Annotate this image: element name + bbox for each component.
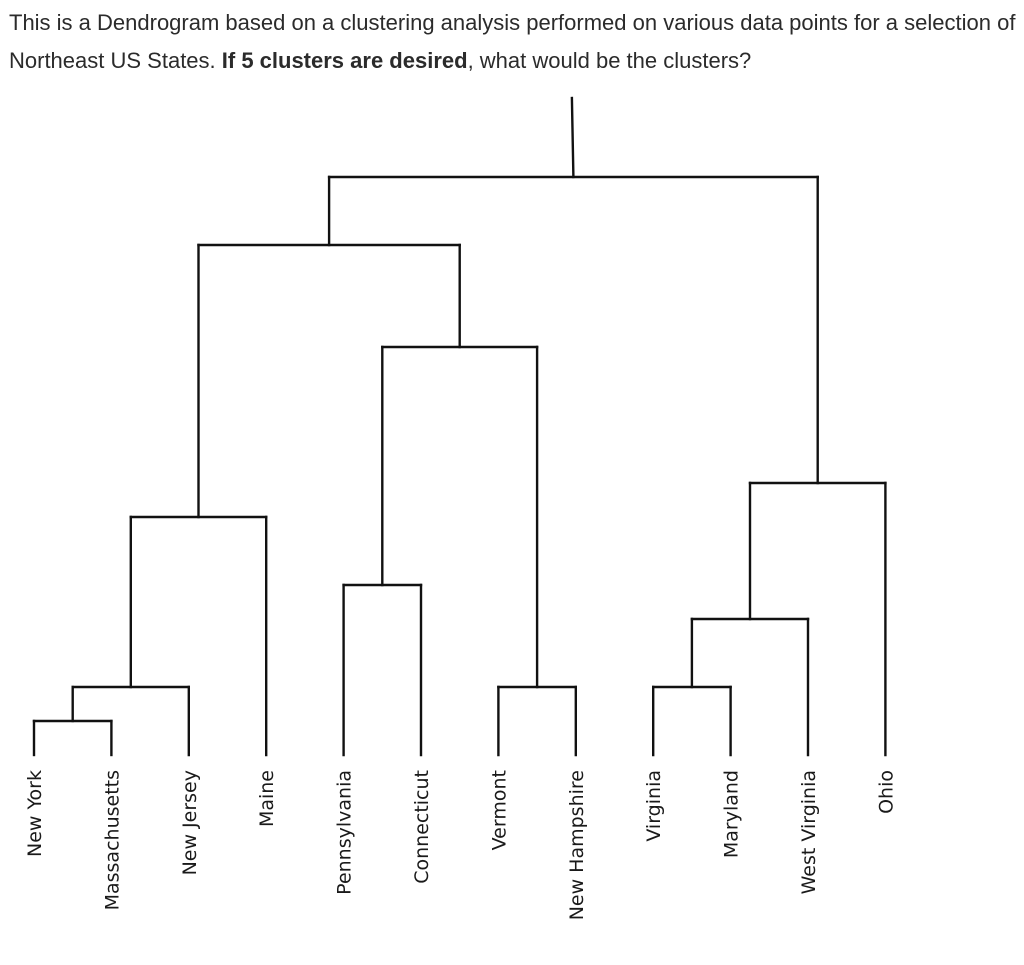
dendrogram-links [32,96,887,757]
dendrogram-root-stem [570,96,575,179]
question-text: This is a Dendrogram based on a clusteri… [9,4,1019,80]
leaf-label-massachusetts: Massachusetts [101,770,123,910]
leaf-label-maryland: Maryland [721,770,743,858]
leaf-label-new-hampshire: New Hampshire [566,770,588,920]
leaf-label-pennsylvania: Pennsylvania [334,770,356,895]
leaf-label-maine: Maine [256,770,278,827]
question-part-1: This is a Dendrogram based on a clusteri… [9,10,1016,73]
leaf-label-ohio: Ohio [875,770,897,814]
leaf-label-new-jersey: New Jersey [179,770,201,875]
leaf-label-vermont: Vermont [488,770,510,850]
leaf-label-new-york: New York [24,770,46,857]
question-emphasis: If 5 clusters are desired [221,48,468,73]
dendrogram-leaf-labels: New York Massachusetts New Jersey Maine Penn… [24,770,897,920]
leaf-label-connecticut: Connecticut [411,770,433,884]
leaf-label-virginia: Virginia [643,770,665,842]
leaf-label-west-virginia: West Virginia [798,770,820,894]
question-part-2: , what would be the clusters? [467,48,752,73]
